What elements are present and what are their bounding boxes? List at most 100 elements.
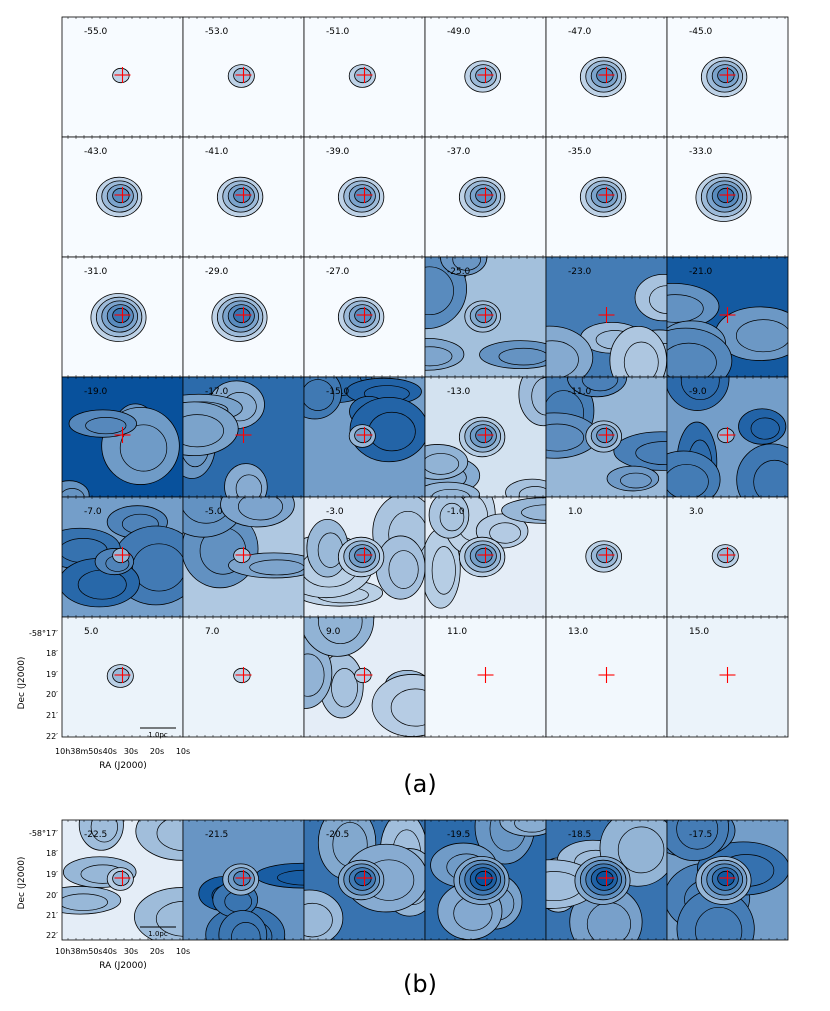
emission-contour [546, 423, 585, 452]
velocity-label: -39.0 [326, 147, 350, 157]
velocity-label: -41.0 [205, 147, 229, 157]
panel-a-34: 13.0 [545, 616, 668, 738]
velocity-label: -22.5 [84, 830, 107, 840]
ylabel-a: Dec (J2000) [17, 657, 27, 710]
velocity-label: -37.0 [447, 147, 471, 157]
velocity-label: -19.5 [447, 830, 470, 840]
ytick-a-1: 18′ [46, 649, 58, 658]
panel-a-25: -5.0 [182, 496, 305, 618]
emission-contour [183, 414, 224, 448]
emission-contour [220, 497, 295, 528]
scale-bar-b-label: 1.0pc [148, 930, 168, 938]
panel-a-7: -41.0 [182, 136, 305, 258]
xtick-a-2: 20s [150, 747, 164, 756]
velocity-label: -18.5 [568, 830, 591, 840]
velocity-label: -45.0 [689, 27, 713, 37]
velocity-label: -17.0 [205, 387, 229, 397]
emission-contour [738, 408, 787, 445]
velocity-label: -43.0 [84, 147, 108, 157]
panel-a-16: -23.0 [545, 256, 668, 378]
emission-contour [680, 377, 720, 401]
emission-contour [62, 488, 85, 497]
panel-a-14: -27.0 [303, 256, 426, 378]
emission-contour [375, 535, 425, 600]
emission-contour [667, 294, 704, 323]
emission-contour [277, 869, 304, 886]
emission-contour [736, 443, 788, 497]
velocity-label: -47.0 [568, 27, 592, 37]
ytick-a-0: -58°17′ [29, 629, 58, 638]
emission-contour [501, 497, 546, 524]
panel-a-32: 9.0 [303, 616, 426, 738]
emission-contour [695, 906, 743, 940]
panel-a-13: -29.0 [182, 256, 305, 378]
emission-contour [231, 922, 261, 940]
velocity-label: -11.0 [568, 387, 592, 397]
velocity-label: -21.0 [689, 267, 713, 277]
velocity-label: 5.0 [84, 627, 99, 637]
emission-contour [667, 450, 721, 497]
emission-contour [667, 327, 733, 377]
emission-contour [78, 820, 124, 851]
emission-contour [479, 340, 546, 369]
xtick-b-3: 10s [176, 947, 190, 956]
velocity-label: -31.0 [84, 267, 108, 277]
velocity-label: -3.0 [326, 507, 344, 517]
panel-frame [666, 819, 789, 941]
panel-a-27: -1.0 [424, 496, 547, 618]
ytick-a-4: 21′ [46, 711, 58, 720]
emission-contour [521, 504, 546, 521]
panel-frame [666, 616, 789, 738]
emission-contour [613, 431, 667, 471]
subfigure-label-b: (b) [403, 970, 437, 998]
emission-contour [431, 488, 471, 497]
emission-contour [531, 377, 546, 416]
emission-contour [634, 273, 667, 322]
emission-contour [546, 325, 594, 377]
emission-contour [318, 617, 363, 644]
emission-contour [489, 522, 521, 544]
subfigure-label-a: (a) [403, 770, 436, 798]
velocity-label: -17.5 [689, 830, 712, 840]
emission-contour [667, 820, 729, 862]
velocity-label: -21.5 [205, 830, 228, 840]
panel-a-0: -55.0 [61, 16, 184, 138]
velocity-label: -20.5 [326, 830, 349, 840]
emission-contour [667, 464, 709, 497]
emission-contour [68, 409, 137, 438]
velocity-label: -55.0 [84, 27, 108, 37]
emission-contour [428, 497, 470, 539]
emission-contour [635, 441, 667, 465]
emission-contour [371, 674, 425, 737]
xlabel-b: RA (J2000) [99, 961, 147, 971]
xtick-a-1: 30s [124, 747, 138, 756]
channel-map-grid-b: -22.5 -21.5 -20.5 -19.5 -18.5 -17.5 [61, 819, 789, 941]
velocity-label: -13.0 [447, 387, 471, 397]
panel-a-21: -13.0 [424, 376, 547, 498]
velocity-label: 3.0 [689, 507, 704, 517]
velocity-label: 1.0 [568, 507, 583, 517]
velocity-label: -27.0 [326, 267, 350, 277]
emission-contour [390, 688, 425, 727]
panel-a-24: -7.0 [61, 496, 184, 618]
xtick-a-3: 10s [176, 747, 190, 756]
emission-contour [237, 497, 283, 521]
emission-contour [183, 401, 239, 457]
emission-contour [224, 463, 268, 497]
velocity-label: -15.0 [326, 387, 350, 397]
panel-a-20: -15.0 [303, 376, 426, 498]
panel-b-3: -19.5 [424, 819, 547, 941]
axes-a: Dec (J2000) -58°17′ 18′ 19′ 20′ 21′ 22′ … [17, 629, 190, 771]
emission-contour [546, 340, 579, 377]
emission-contour [62, 893, 108, 911]
velocity-label: 15.0 [689, 627, 709, 637]
velocity-label: -33.0 [689, 147, 713, 157]
velocity-label: -51.0 [326, 27, 350, 37]
panel-a-5: -45.0 [666, 16, 789, 138]
emission-contour [85, 417, 127, 435]
panel-a-18: -19.0 [61, 376, 184, 498]
emission-contour [304, 379, 335, 411]
ytick-b-1: 18′ [46, 849, 58, 858]
panel-a-15: -25.0 [424, 256, 547, 378]
emission-contour [431, 546, 456, 595]
